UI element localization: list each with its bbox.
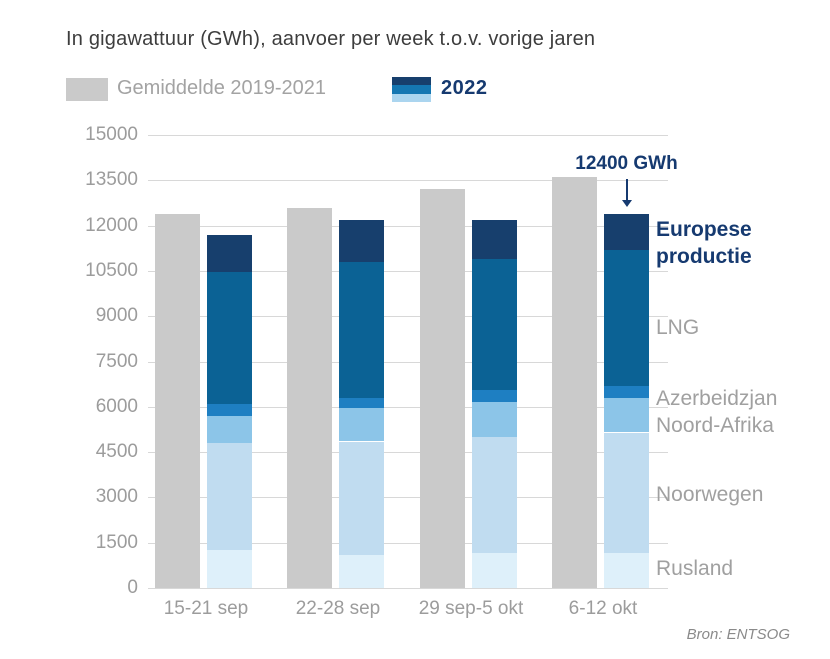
y-axis-tick-label: 6000	[95, 395, 138, 417]
x-axis-label: 15-21 sep	[163, 598, 249, 619]
y-axis-tick-label: 13500	[85, 169, 138, 191]
stacked-bar-segment	[339, 441, 384, 555]
segment-label: Noorwegen	[656, 483, 764, 507]
stacked-bar-segment	[207, 234, 252, 273]
gridline	[148, 270, 668, 272]
stacked-bar-segment	[604, 249, 649, 386]
source-credit: Bron: ENTSOG	[686, 626, 790, 643]
gridline	[148, 588, 668, 589]
stacked-bar-segment	[339, 219, 384, 262]
y-axis-tick-label: 12000	[85, 214, 138, 236]
stacked-bar-segment	[207, 415, 252, 444]
segment-label: Azerbeidzjan	[656, 386, 778, 410]
segment-label: Noord-Afrika	[656, 413, 774, 437]
y-axis-tick-label: 15000	[85, 124, 138, 145]
gridline	[148, 225, 668, 227]
stacked-bar-segment	[339, 408, 384, 442]
y-axis-tick-label: 7500	[95, 350, 138, 372]
stacked-bar-segment	[472, 390, 517, 403]
legend-swatch-band	[392, 93, 431, 102]
y-axis-tick-label: 9000	[95, 305, 138, 327]
down-arrow-head-icon	[621, 199, 632, 207]
gridline	[148, 361, 668, 363]
legend-swatch-average-icon	[66, 78, 108, 101]
x-axis-label: 22-28 sep	[295, 598, 381, 619]
average-bar	[420, 189, 465, 588]
average-bar	[287, 207, 332, 588]
gridline	[148, 452, 668, 454]
average-bar	[155, 213, 200, 588]
average-bar	[552, 177, 597, 588]
y-axis-tick-label: 10500	[85, 259, 138, 281]
annotation-text: 12400 GWh	[575, 152, 678, 174]
stacked-bar-segment	[472, 402, 517, 437]
stacked-bar-segment	[604, 397, 649, 433]
stacked-bar-segment	[604, 432, 649, 554]
stacked-bar-segment	[339, 554, 384, 588]
stacked-bar-segment	[207, 550, 252, 589]
stacked-bar-segment	[339, 261, 384, 398]
legend-swatch-2022-icon	[392, 77, 431, 102]
stacked-bar-segment	[472, 258, 517, 391]
gridline	[148, 135, 668, 136]
gridline	[148, 316, 668, 318]
legend-2022-label: 2022	[441, 77, 488, 99]
stacked-bar-segment	[207, 403, 252, 416]
x-axis-label: 29 sep-5 okt	[418, 598, 524, 619]
y-axis-tick-label: 1500	[95, 531, 138, 553]
gridline	[148, 497, 668, 499]
stacked-bar-segment	[339, 397, 384, 409]
legend-swatch-band	[392, 85, 431, 94]
segment-label: Rusland	[656, 557, 734, 581]
stacked-bar-segment	[604, 213, 649, 250]
stacked-bar-segment	[207, 443, 252, 551]
y-axis-tick-label: 4500	[95, 441, 138, 463]
stacked-bar-segment	[472, 219, 517, 259]
stacked-bar-segment	[604, 385, 649, 398]
stacked-bar-segment	[604, 553, 649, 588]
gridline	[148, 406, 668, 408]
y-axis-tick-label: 3000	[95, 486, 138, 508]
x-axis-label: 6-12 okt	[568, 598, 638, 619]
y-axis-tick-label: 0	[127, 577, 138, 598]
gridline	[148, 542, 668, 544]
legend-average-label: Gemiddelde 2019-2021	[117, 77, 327, 99]
segment-label: LNG	[656, 315, 700, 339]
legend-swatch-band	[392, 77, 431, 86]
stacked-bar-segment	[472, 553, 517, 588]
stacked-bar-segment	[207, 272, 252, 404]
stacked-bar-segment	[472, 437, 517, 554]
down-arrow-icon	[625, 178, 628, 201]
gridline	[148, 180, 668, 182]
chart-title: In gigawattuur (GWh), aanvoer per week t…	[66, 28, 596, 50]
segment-label: Europese productie	[656, 217, 752, 268]
